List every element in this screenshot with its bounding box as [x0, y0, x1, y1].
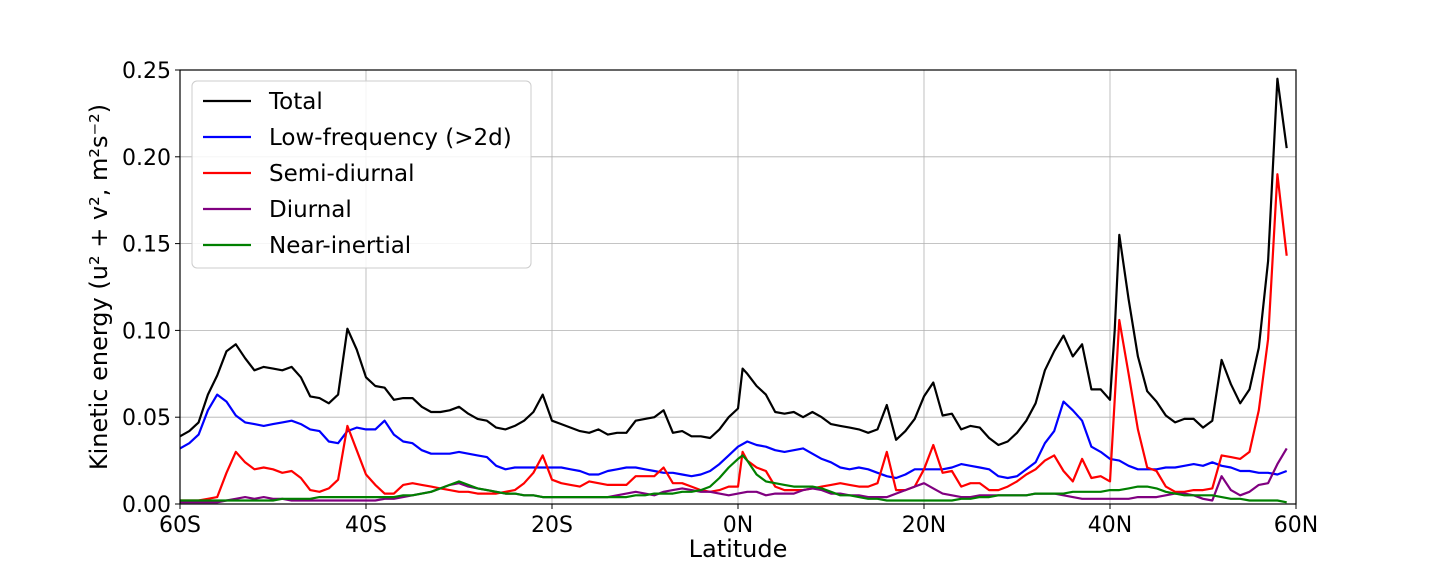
x-tick-label: 20S — [531, 513, 573, 538]
y-tick-label: 0.15 — [122, 233, 171, 258]
x-tick-label: 20N — [902, 513, 946, 538]
series-line-low-frequency-2d — [179, 393, 1288, 480]
legend-label-semi-diurnal: Semi-diurnal — [269, 161, 415, 187]
y-tick-label: 0.10 — [122, 319, 171, 344]
y-tick-label: 0.20 — [122, 146, 171, 171]
y-tick-label: 0.00 — [122, 493, 171, 518]
legend-label-total: Total — [268, 89, 323, 115]
series-line-near-inertial — [180, 454, 1287, 504]
x-tick-label: 60N — [1274, 513, 1318, 538]
legend: Total Low-frequency (>2d) Semi-diurnal Diur… — [191, 80, 532, 269]
legend-box — [191, 80, 532, 269]
series-line-semi-diurnal — [180, 173, 1288, 502]
axis-ticks: 60S 40S 20S 0N 20N 40N 60N 0.00 0.05 0.10 0.15 0.20… — [122, 59, 1318, 538]
y-tick-label: 0.25 — [122, 59, 171, 84]
series-line-diurnal — [180, 447, 1288, 504]
x-tick-label: 0N — [723, 513, 753, 538]
data-series — [179, 77, 1288, 504]
y-axis-title: Kinetic energy (u² + v², m²s⁻²) — [85, 104, 113, 470]
y-tick-label: 0.05 — [122, 406, 171, 431]
legend-label-diurnal: Diurnal — [269, 197, 352, 223]
x-tick-label: 60S — [159, 513, 201, 538]
x-tick-label: 40S — [345, 513, 387, 538]
legend-label-near-inertial: Near-inertial — [269, 233, 411, 259]
x-axis-title: Latitude — [689, 535, 788, 563]
series-line-total — [179, 77, 1288, 447]
legend-label-low-frequency-2d: Low-frequency (>2d) — [269, 125, 512, 151]
x-tick-label: 40N — [1088, 513, 1132, 538]
